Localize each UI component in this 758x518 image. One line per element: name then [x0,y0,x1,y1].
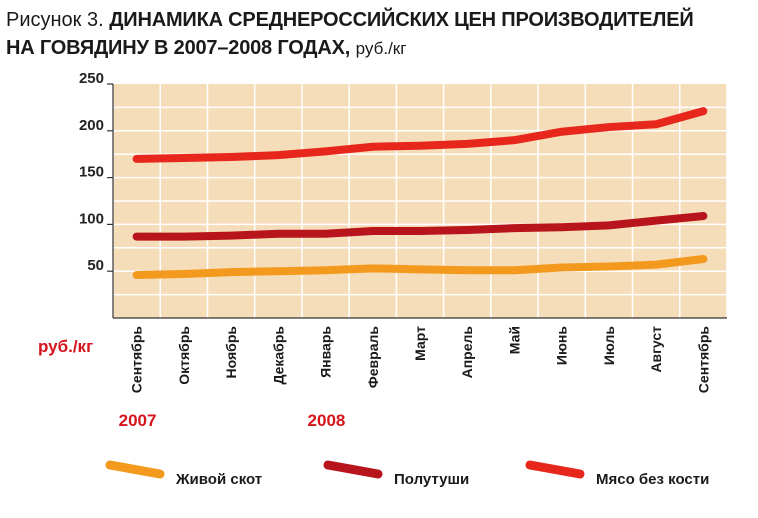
x-tick-label: Июль [601,326,617,366]
year-label: 2007 [119,411,157,430]
x-tick-label: Сентябрь [695,326,711,394]
legend-label: Живой скот [175,471,262,488]
x-tick-label: Апрель [459,326,475,379]
x-tick-label: Март [412,326,428,361]
title-main-line-1: ДИНАМИКА СРЕДНЕРОССИЙСКИХ ЦЕН ПРОИЗВОДИТ… [109,9,694,31]
year-labels: 2007 2008 [119,411,346,430]
x-tick-label: Февраль [365,326,381,389]
legend-swatch [105,460,165,479]
title-main-line-2: НА ГОВЯДИНУ В 2007–2008 ГОДАХ, [6,37,351,59]
x-tick-label: Май [506,326,522,354]
series-line-2 [132,211,708,241]
series-line-1 [132,255,708,279]
x-tick-label: Ноябрь [223,326,239,379]
legend-label: Полутуши [394,471,469,488]
legend-label: Мясо без кости [596,471,709,488]
title-unit: руб./кг [355,39,407,58]
y-tick-label: 100 [79,210,104,227]
x-tick-label: Октябрь [176,326,192,385]
title-line-2: НА ГОВЯДИНУ В 2007–2008 ГОДАХ, руб./кг [6,34,751,63]
y-tick-label: 150 [79,164,104,181]
x-axis-ticks: Сентябрь Октябрь Ноябрь Декабрь Январь Феврал… [129,326,712,394]
y-tick-label: 250 [79,70,104,87]
title-line-1: Рисунок 3. ДИНАМИКА СРЕДНЕРОССИЙСКИХ ЦЕН… [6,6,751,34]
y-tick-label: 200 [79,117,104,134]
x-tick-label: Август [648,326,664,373]
x-tick-label: Сентябрь [129,326,145,394]
series-lines [132,107,708,279]
y-axis-ticks: 50 100 150 200 250 [79,70,113,274]
legend-swatch [323,460,383,479]
legend-swatch [525,460,585,479]
year-label: 2008 [308,411,346,430]
chart-title: Рисунок 3. ДИНАМИКА СРЕДНЕРОССИЙСКИХ ЦЕН… [6,6,751,63]
series-line-3 [132,107,708,163]
legend: Живой скот Полутуши Мясо без кости [105,460,709,488]
figure-number: Рисунок 3. [6,9,104,31]
grid-lines [112,84,728,319]
x-tick-label: Январь [318,326,334,378]
y-axis-unit-label: руб./кг [38,337,93,356]
y-tick-label: 50 [87,257,104,274]
x-tick-label: Июнь [554,326,570,365]
x-tick-label: Декабрь [270,326,286,385]
